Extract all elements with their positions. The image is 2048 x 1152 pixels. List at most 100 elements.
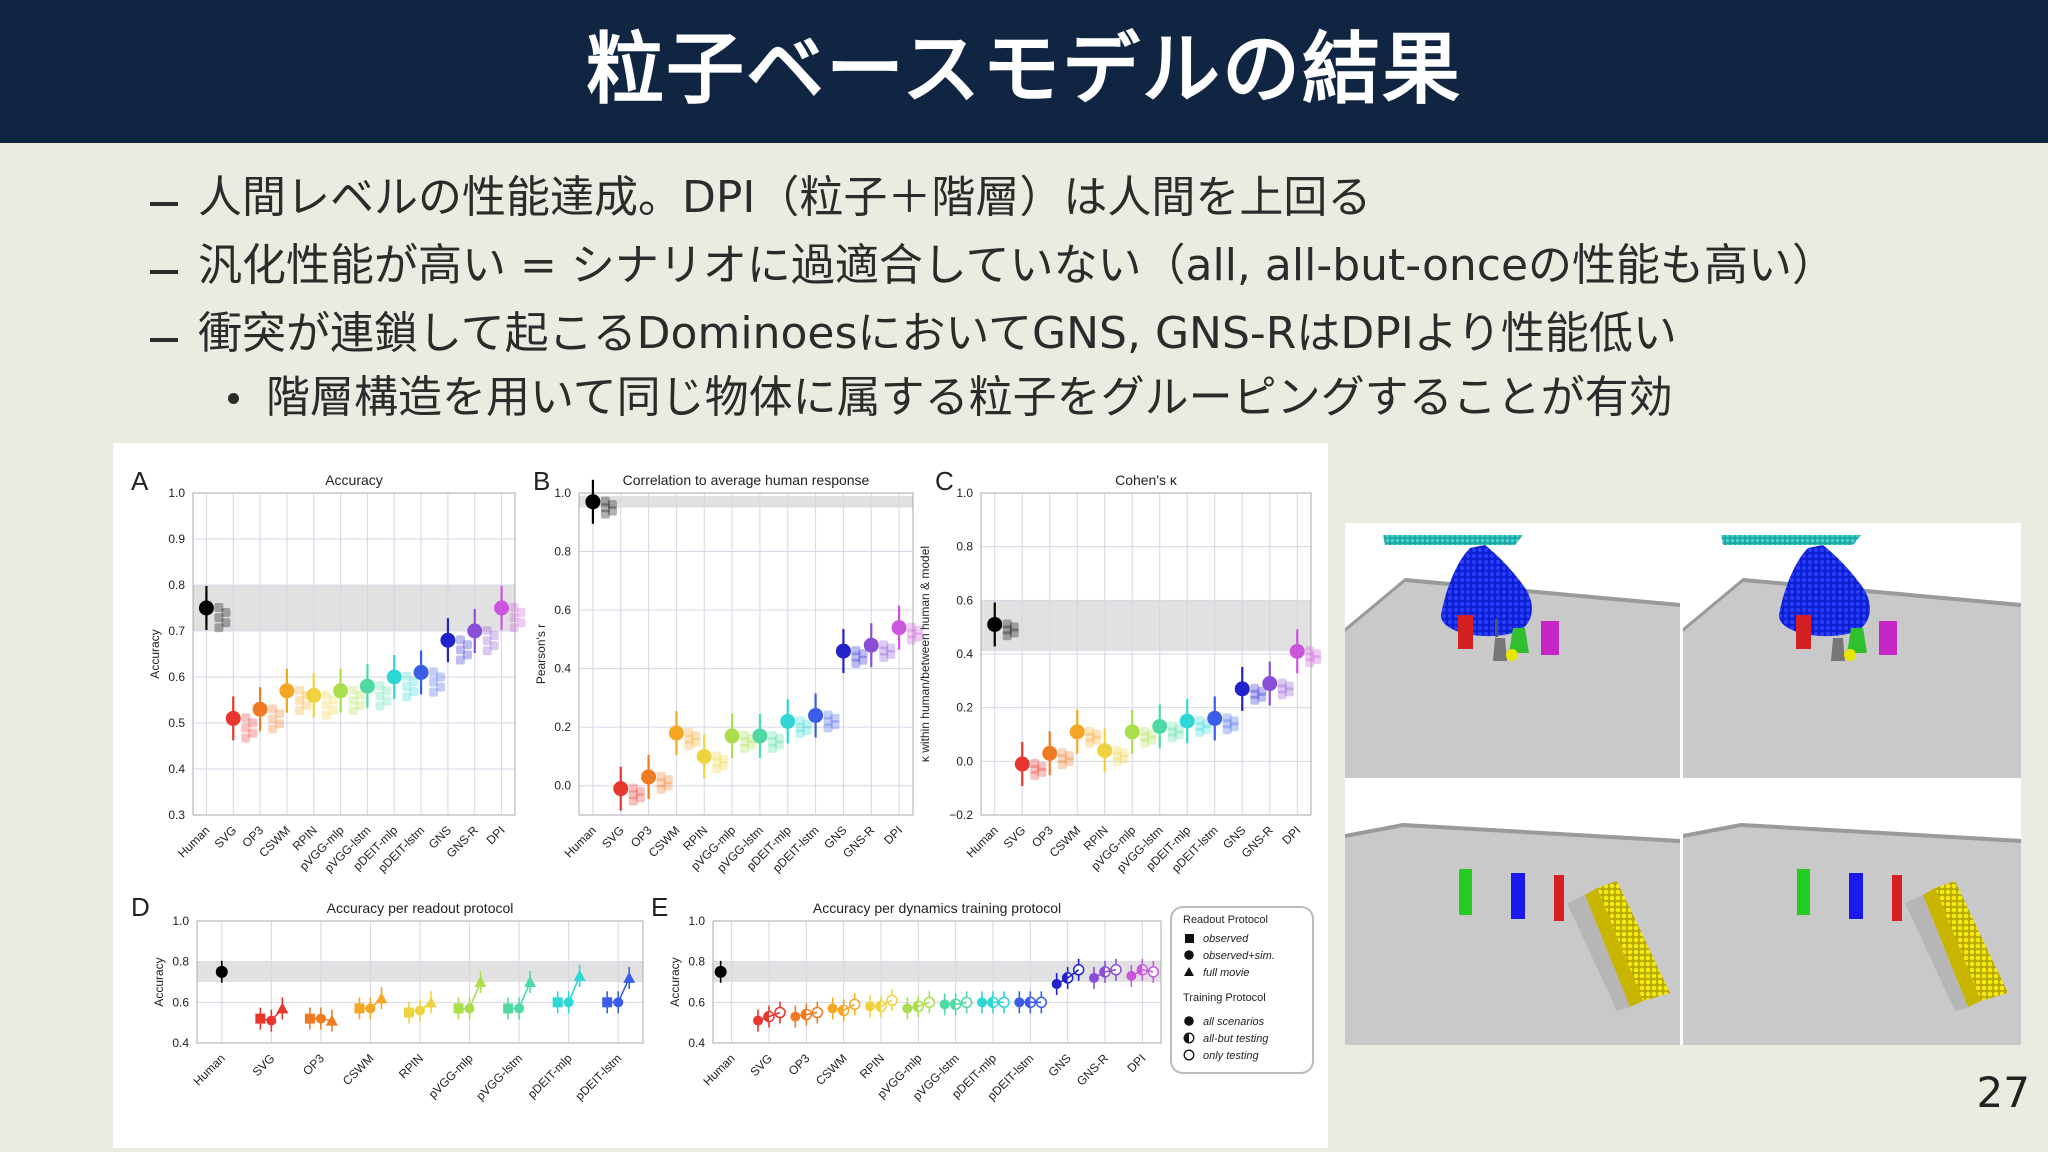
scenario-mark <box>214 603 224 612</box>
protocol-line <box>870 999 893 1008</box>
x-tick-label: SVG <box>747 1051 775 1079</box>
scenario-mark <box>328 705 338 715</box>
scenario-mark <box>1147 735 1157 745</box>
bullet-3: 衝突が連鎖して起こるDominoesにおいてGNS, GNS-RはDPIより性能… <box>198 308 1677 359</box>
scenario-mark <box>795 716 805 726</box>
scenario-mark <box>1030 764 1040 774</box>
y-axis-label: Accuracy <box>148 629 162 678</box>
scenario-mark <box>268 714 278 724</box>
x-tick-label: Human <box>175 823 212 860</box>
sub-bullet: 階層構造を用いて同じ物体に属する粒子をグルーピングすることが有効 <box>266 372 1673 423</box>
y-tick-label: 0.4 <box>168 762 185 776</box>
x-tick-label: DPI <box>881 823 905 847</box>
panel-letter: D <box>131 892 150 922</box>
model-point <box>863 637 879 653</box>
scenario-mark <box>455 655 465 665</box>
scenario-mark <box>656 778 666 788</box>
protocol-line <box>944 1001 967 1006</box>
scenario-mark <box>1037 767 1047 777</box>
scenario-mark <box>795 729 805 739</box>
model-point <box>1289 643 1305 659</box>
scenario-mark <box>455 635 465 645</box>
y-tick-label: 0.0 <box>956 754 973 768</box>
scenario-mark <box>1119 748 1129 758</box>
y-tick-label: 1.0 <box>554 486 571 500</box>
scenario-mark <box>1195 727 1205 737</box>
y-tick-label: 0.8 <box>688 955 705 969</box>
scenario-mark <box>635 793 645 803</box>
y-tick-label: −0.2 <box>949 808 973 822</box>
scenario-mark <box>663 775 673 785</box>
title-bar <box>0 0 2048 143</box>
scenario-mark <box>740 730 750 740</box>
scenario-mark <box>1284 681 1294 691</box>
series-point <box>552 997 563 1008</box>
scenario-mark <box>348 695 358 705</box>
model-point <box>585 494 601 510</box>
scenario-mark <box>482 636 492 646</box>
scenario-mark <box>375 691 385 701</box>
model-point <box>808 707 824 723</box>
scenario-mark <box>241 733 251 743</box>
scenario-mark <box>429 667 439 677</box>
y-tick-label: 0.9 <box>168 532 185 546</box>
model-point <box>780 713 796 729</box>
scenario-mark <box>482 646 492 656</box>
series-point <box>623 971 636 983</box>
y-tick-label: 0.8 <box>172 955 189 969</box>
x-tick-label: OP3 <box>786 1051 813 1078</box>
scenario-mark <box>1195 716 1205 726</box>
x-tick-label: Human <box>701 1051 738 1088</box>
scenario-mark <box>628 790 638 800</box>
scenario-mark <box>402 692 412 702</box>
scenario-mark <box>1229 716 1239 726</box>
simulation-renders <box>1345 523 2021 1045</box>
model-point <box>1152 718 1168 734</box>
scenario-mark <box>1202 724 1212 734</box>
y-tick-label: 0.7 <box>168 624 185 638</box>
scenario-mark <box>409 677 419 687</box>
scenario-mark <box>1312 649 1322 659</box>
bullet-2: 汎化性能が高い = シナリオに過適合していない（all, all-but-onc… <box>198 240 1837 291</box>
scenario-mark <box>1002 631 1012 641</box>
scenario-mark <box>268 704 278 714</box>
scenario-mark <box>509 623 519 633</box>
scenario-mark <box>375 681 385 691</box>
series-point <box>276 1002 289 1014</box>
scenario-mark <box>1057 748 1067 758</box>
x-tick-label: pVGG-lstm <box>473 1051 525 1103</box>
scenario-mark <box>1222 719 1232 729</box>
human-band <box>981 600 1311 652</box>
scenario-mark <box>509 603 519 612</box>
model-point <box>386 669 402 685</box>
protocol-line <box>359 997 382 1010</box>
simulation-renders-svg <box>1345 523 2021 1045</box>
model-point <box>359 678 375 694</box>
y-tick-label: 1.0 <box>688 914 705 928</box>
scenario-mark <box>436 682 446 692</box>
scenario-mark <box>600 509 610 519</box>
y-tick-label: 0.6 <box>172 995 189 1009</box>
scenario-mark <box>1277 678 1287 688</box>
scenario-mark <box>382 696 392 706</box>
scenario-mark <box>823 710 833 720</box>
scenario-mark <box>1064 751 1074 761</box>
model-point <box>279 683 295 699</box>
x-tick-label: OP3 <box>300 1051 327 1078</box>
protocol-line <box>508 981 531 1010</box>
scenario-mark <box>1167 721 1177 731</box>
plot-frame <box>192 492 516 816</box>
scenario-mark <box>241 713 251 723</box>
protocol-line <box>1130 968 1154 977</box>
model-point <box>225 710 241 726</box>
scenario-mark <box>628 783 638 793</box>
scenario-mark <box>1092 735 1102 745</box>
scenario-mark <box>1030 770 1040 780</box>
y-tick-label: 1.0 <box>956 486 973 500</box>
y-tick-label: 0.6 <box>168 670 185 684</box>
series-point <box>255 1013 266 1024</box>
scenario-mark <box>712 764 722 774</box>
scenario-mark <box>879 640 889 650</box>
y-tick-label: 0.2 <box>956 701 973 715</box>
scenario-mark <box>656 771 666 781</box>
